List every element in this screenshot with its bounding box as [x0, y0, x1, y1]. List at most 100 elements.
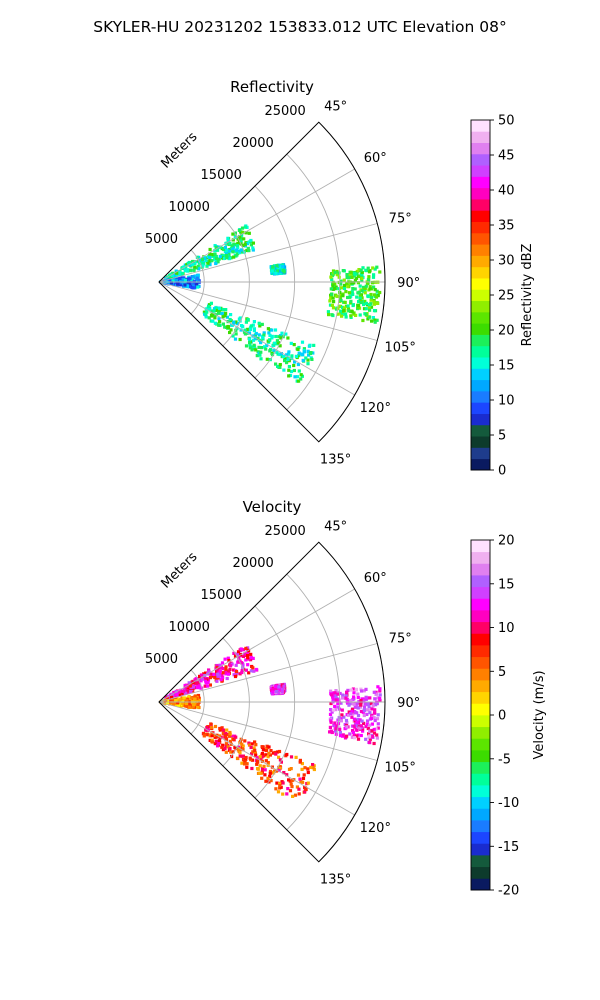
echo-cell [279, 760, 283, 764]
echo-cell [354, 313, 358, 317]
echo-cell [268, 338, 272, 342]
echo-cell [303, 790, 307, 794]
echo-cell [332, 287, 337, 291]
echo-cell [225, 315, 229, 319]
echo-cell [248, 756, 252, 760]
echo-cell [223, 747, 227, 751]
echo-cell [242, 648, 246, 652]
echo-cell [230, 323, 234, 327]
echo-cell [196, 685, 201, 689]
echo-cell [261, 748, 265, 752]
colorbar-swatch [471, 334, 490, 347]
echo-cell [223, 245, 227, 249]
echo-cell [204, 679, 208, 683]
echo-cell [214, 256, 219, 260]
echo-cell [222, 247, 226, 252]
echo-cell [242, 330, 247, 334]
echo-cell [262, 333, 266, 337]
echo-cell [365, 722, 369, 726]
echo-cell [204, 681, 208, 685]
echo-cell [266, 327, 270, 331]
colorbar-tick-label: 20 [498, 324, 515, 339]
echo-cell [251, 248, 255, 252]
echo-cell [279, 352, 283, 356]
azimuth-spoke [158, 281, 355, 396]
echo-cell [223, 314, 227, 318]
echo-cell [244, 320, 248, 324]
echo-cell [247, 741, 251, 745]
echo-cell [259, 341, 263, 345]
echo-cell [347, 309, 351, 313]
echo-cell [252, 669, 256, 673]
echo-cell [193, 265, 197, 269]
echo-cell [339, 717, 343, 721]
echo-cell [205, 264, 209, 268]
echo-cell [255, 756, 259, 760]
echo-cell [232, 673, 236, 677]
echo-cell [355, 272, 359, 276]
echo-cell [340, 696, 345, 700]
echo-cell [220, 673, 224, 677]
echo-cell [280, 687, 284, 691]
echo-cell [372, 690, 376, 694]
echo-cell [330, 693, 334, 697]
echo-cell [352, 691, 356, 695]
echo-cell [288, 373, 293, 378]
echo-cell [176, 282, 180, 286]
echo-cell [191, 282, 195, 286]
echo-cell [355, 734, 359, 738]
echo-cell [372, 741, 376, 746]
echo-cell [251, 666, 255, 670]
echo-cell [276, 352, 280, 356]
echo-cell [312, 343, 316, 347]
colorbar-swatch [471, 563, 490, 576]
echo-cell [283, 265, 287, 269]
echo-cell [266, 755, 270, 759]
echo-cell [204, 315, 208, 319]
echo-cell [223, 325, 227, 329]
echo-cell [187, 277, 191, 281]
echo-cell [362, 302, 366, 307]
echo-cell [252, 343, 256, 347]
echo-cell [202, 675, 207, 679]
echo-cell [279, 688, 283, 692]
colorbar-swatch [471, 796, 490, 809]
echo-cell [334, 689, 338, 693]
echo-cell [337, 698, 341, 702]
colorbar-swatch [471, 738, 490, 751]
colorbar-swatch [471, 232, 490, 245]
range-tick-label: 25000 [264, 104, 305, 119]
colorbar-swatch [471, 300, 490, 313]
echo-cell [236, 650, 241, 654]
echo-cell [287, 368, 291, 372]
echo-cell [247, 231, 251, 235]
echo-cell [281, 792, 285, 796]
echo-cell [334, 698, 338, 702]
echo-cell [282, 368, 286, 372]
echo-cell [215, 670, 219, 674]
axis-labels: 5000 10000 15000 20000 25000 45° 60° 75° 90° 105°… [145, 99, 420, 467]
colorbar-tick-label: 25 [498, 289, 515, 304]
echo-cell [187, 702, 191, 706]
echo-cell [215, 308, 220, 313]
echo-cell [352, 274, 356, 278]
echo-cell [278, 766, 282, 771]
range-tick-label: 20000 [232, 556, 273, 571]
echo-cell [204, 258, 208, 263]
echo-cell [355, 269, 359, 273]
echo-cell [333, 270, 337, 275]
echo-cell [304, 356, 308, 360]
echo-cell [276, 364, 280, 368]
echo-cell [353, 287, 357, 291]
echo-cell [181, 701, 185, 706]
echo-cell [348, 732, 352, 736]
echo-cell [210, 738, 214, 742]
echo-cell [351, 287, 355, 291]
echo-cell [232, 668, 236, 672]
echo-cell [344, 290, 348, 294]
echo-cell [257, 345, 261, 349]
echo-cell [288, 789, 293, 793]
echo-cell [346, 307, 351, 311]
colorbar-swatch [471, 586, 490, 599]
